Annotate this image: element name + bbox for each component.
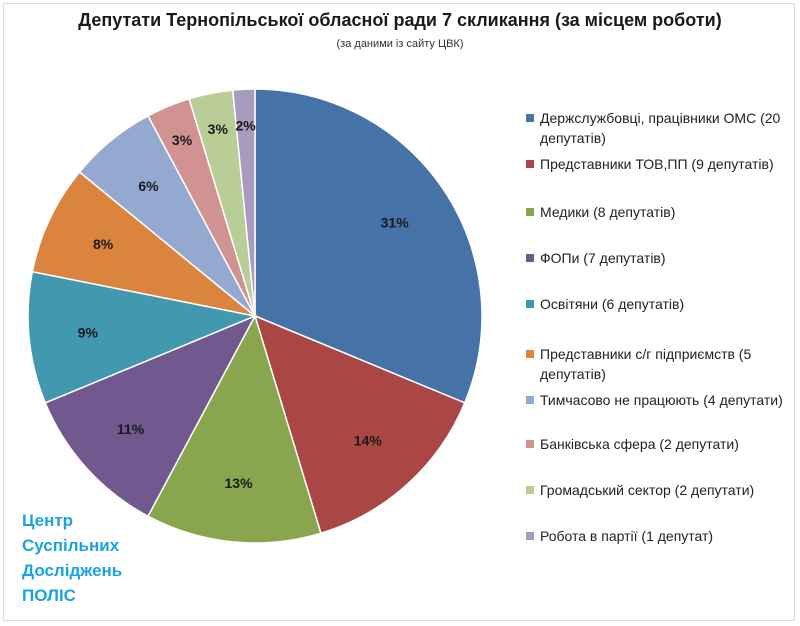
legend-label: Банківська сфера (2 депутати) xyxy=(540,436,739,452)
legend-item-3: Медики (8 депутатів) xyxy=(526,202,786,222)
legend-label: Громадський сектор (2 депутати) xyxy=(540,482,755,498)
slice-data-label-10: 2% xyxy=(236,118,257,134)
legend-swatch xyxy=(526,350,534,358)
chart-title: Депутати Тернопільської обласної ради 7 … xyxy=(78,10,722,30)
legend-item-1: Держслужбовці, працівники ОМС (20 депута… xyxy=(526,108,786,148)
legend-item-5: Освітяни (6 депутатів) xyxy=(526,294,786,314)
slice-data-label-6: 8% xyxy=(93,236,114,252)
legend-swatch xyxy=(526,440,534,448)
brand-line-2: Суспільних xyxy=(22,536,120,555)
legend-swatch xyxy=(526,160,534,168)
legend-swatch xyxy=(526,396,534,404)
slice-data-label-3: 13% xyxy=(225,475,254,491)
pie-slice-1 xyxy=(254,88,483,404)
pie-slice-5 xyxy=(27,270,258,404)
legend-item-10: Робота в партії (1 депутат) xyxy=(526,526,786,546)
pie-slice-6 xyxy=(31,170,256,317)
chart-subtitle: (за даними із сайту ЦВК) xyxy=(336,38,464,50)
legend-label: Освітяни (6 депутатів) xyxy=(540,296,685,312)
slice-data-label-7: 6% xyxy=(138,178,159,194)
legend-label: Тимчасово не працюють (4 депутати) xyxy=(540,392,783,408)
pie-slice-2 xyxy=(253,314,466,535)
legend-swatch xyxy=(526,114,534,122)
slice-data-label-9: 3% xyxy=(208,121,229,137)
legend-swatch xyxy=(526,532,534,540)
slice-data-label-8: 3% xyxy=(172,132,193,148)
legend-label: Представники ТОВ,ПП (9 депутатів) xyxy=(540,156,774,172)
pie-slice-10 xyxy=(231,88,256,317)
legend-swatch xyxy=(526,254,534,262)
pie-slice-3 xyxy=(146,314,322,544)
legend-swatch xyxy=(526,208,534,216)
brand-logo-text: Центр Суспільних Досліджень ПОЛІС xyxy=(22,508,122,608)
slice-data-label-4: 11% xyxy=(117,421,145,437)
legend-item-6: Представники с/г підприємств (5 депутаті… xyxy=(526,344,786,384)
legend-label: Робота в партії (1 депутат) xyxy=(540,528,714,544)
legend-item-8: Банківська сфера (2 депутати) xyxy=(526,434,786,454)
slice-data-label-5: 9% xyxy=(78,324,99,340)
legend-item-2: Представники ТОВ,ПП (9 депутатів) xyxy=(526,154,786,174)
legend-item-7: Тимчасово не працюють (4 депутати) xyxy=(526,390,786,410)
chart-frame xyxy=(3,3,795,621)
legend-item-9: Громадський сектор (2 депутати) xyxy=(526,480,786,500)
legend-swatch xyxy=(526,300,534,308)
brand-line-1: Центр xyxy=(22,511,74,530)
slice-data-label-1: 31% xyxy=(381,215,410,231)
brand-line-4: ПОЛІС xyxy=(22,586,76,605)
legend-label: Медики (8 депутатів) xyxy=(540,204,676,220)
legend-swatch xyxy=(526,486,534,494)
pie-slice-4 xyxy=(44,314,257,518)
legend-label: Держслужбовці, працівники ОМС (20 депута… xyxy=(540,110,781,146)
legend-item-4: ФОПи (7 депутатів) xyxy=(526,248,786,268)
legend-label: Представники с/г підприємств (5 депутаті… xyxy=(540,346,752,382)
slice-data-label-2: 14% xyxy=(354,432,383,448)
brand-line-3: Досліджень xyxy=(22,561,123,580)
legend-label: ФОПи (7 депутатів) xyxy=(540,250,666,266)
